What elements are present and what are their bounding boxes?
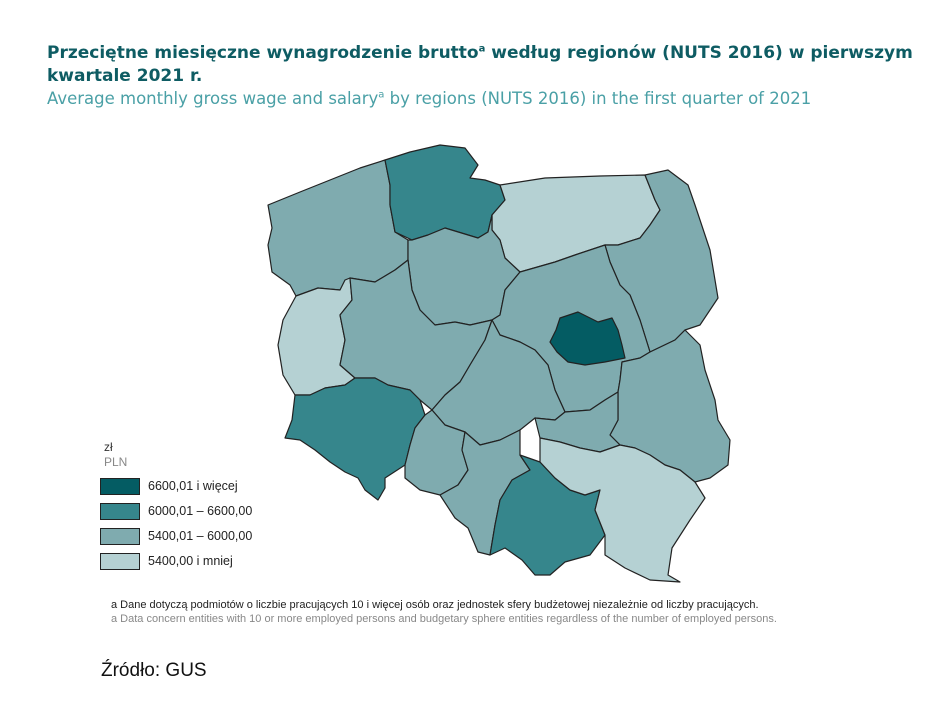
legend-label: 6000,01 – 6600,00 [148,504,253,518]
legend-unit-polish: zł [104,440,113,454]
legend-unit-english: PLN [104,455,128,469]
region-podkarpackie [539,437,706,583]
legend-item: 5400,00 i mniej [100,551,233,571]
legend-item: 6000,01 – 6600,00 [100,501,252,521]
region-dolnoslaskie [284,377,426,501]
legend-label: 5400,01 – 6000,00 [148,529,253,543]
legend-label: 6600,01 i więcej [148,479,238,493]
region-warszawski-stoleczny [549,311,626,366]
legend-label: 5400,00 i mniej [148,554,233,568]
source-label: Źródło: GUS [101,660,207,681]
legend-swatch [100,477,140,495]
title-english: Average monthly gross wage and salarya b… [47,89,812,108]
legend-item: 6600,01 i więcej [100,476,238,496]
legend-swatch [100,502,140,520]
footnote-english: a Data concern entities with 10 or more … [111,613,777,625]
title-polish: Przeciętne miesięczne wynagrodzenie brut… [47,43,913,86]
legend-swatch [100,527,140,545]
legend-item: 5400,01 – 6000,00 [100,526,252,546]
region-lubuskie [277,277,356,396]
region-pomorskie [384,144,506,241]
legend-swatch [100,552,140,570]
footnote-polish: a Dane dotyczą podmiotów o liczbie pracu… [111,599,759,611]
